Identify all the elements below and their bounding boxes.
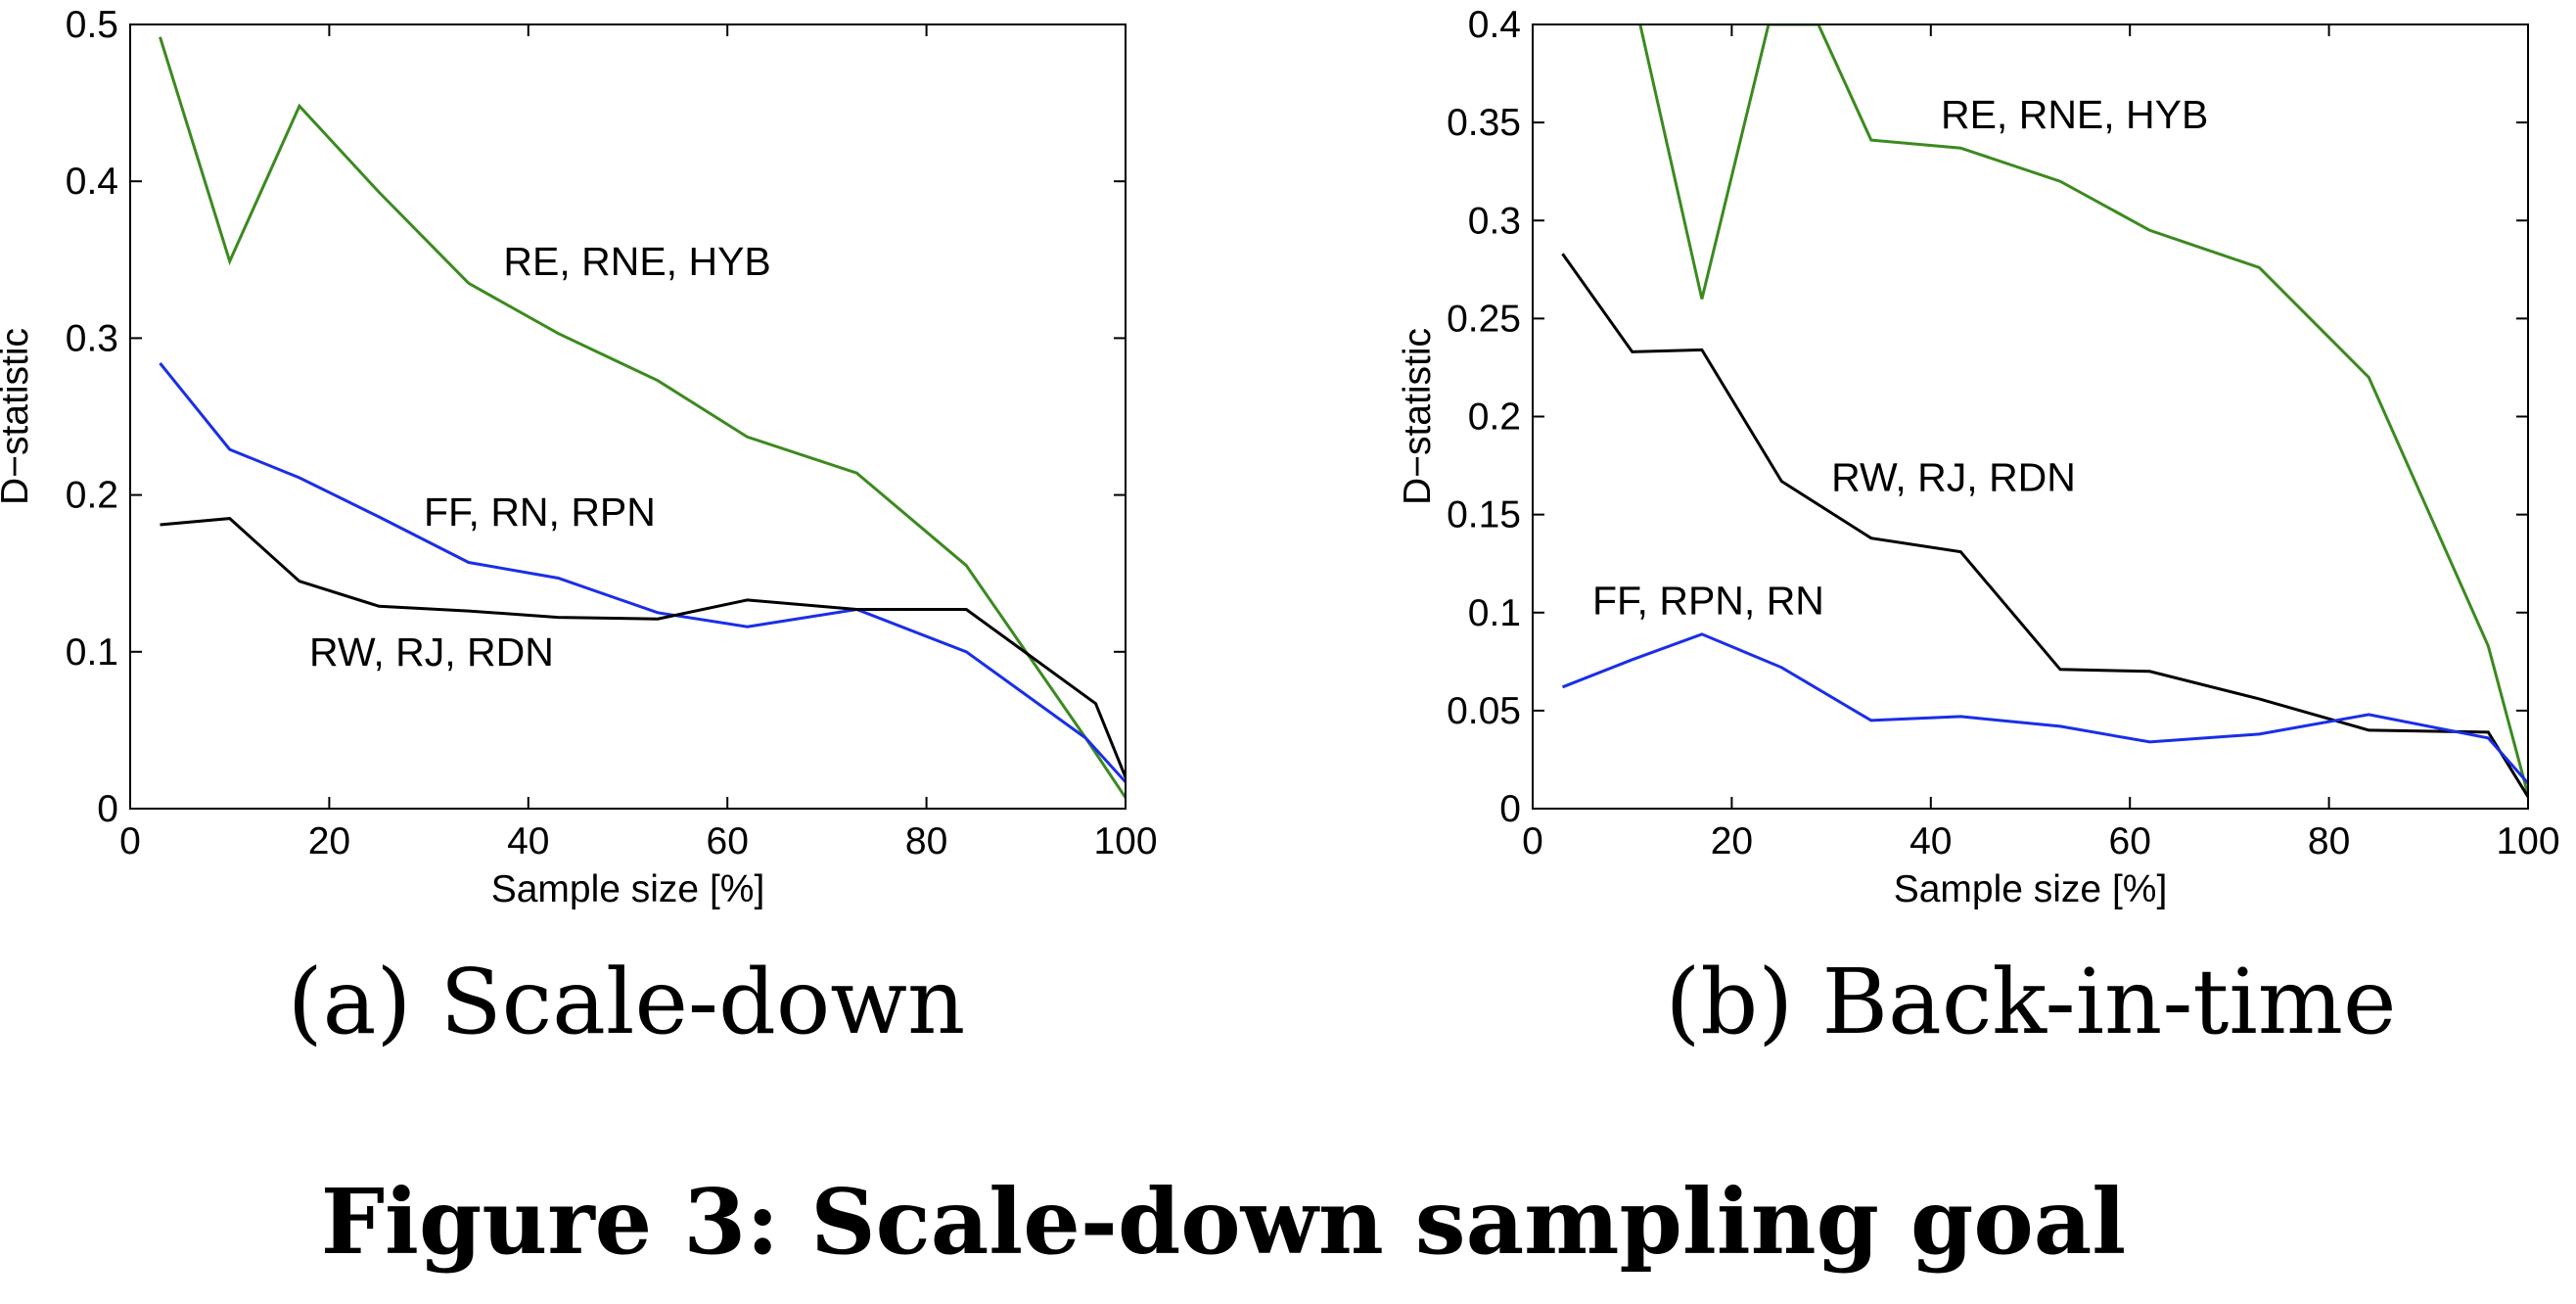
y-axis-label: D−statistic (0, 328, 36, 505)
y-tick-label: 0.4 (1468, 4, 1521, 46)
y-tick-label: 0.5 (66, 4, 118, 46)
series-annotation: RW, RJ, RDN (1831, 455, 2076, 500)
series-line-black (1561, 253, 2528, 798)
series-annotation: FF, RPN, RN (1592, 579, 1824, 624)
tick-layer: 0 20 40 60 80 100 0 0.05 0.1 0.15 0.2 0.25 0.3 0.35 0.… (1447, 4, 2559, 862)
chart-scale-down: 0 20 40 60 80 100 0 0.1 0.2 0.3 0.4 0.5 RE, RNE, HY… (0, 4, 1158, 1054)
series-annotation: RE, RNE, HYB (503, 239, 770, 284)
axes-frame (129, 23, 1127, 810)
subplot-caption: (b) Back-in-time (1666, 950, 2397, 1054)
y-axis-label: D−statistic (1397, 328, 1439, 505)
x-axis-label: Sample size [%] (491, 868, 765, 910)
y-tick-label: 0.15 (1447, 494, 1521, 536)
series-line-black (160, 517, 1126, 778)
y-tick-label: 0 (1499, 788, 1521, 830)
y-tick-label: 0.4 (66, 161, 118, 203)
x-tick-label: 100 (1093, 820, 1157, 862)
annotation-layer: RE, RNE, HYB FF, RN, RPN RW, RJ, RDN (309, 239, 771, 675)
x-tick-label: 60 (2109, 820, 2151, 862)
x-tick-label: 20 (308, 820, 350, 862)
tick-layer: 0 20 40 60 80 100 0 0.1 0.2 0.3 0.4 0.5 (66, 4, 1158, 862)
y-tick-label: 0.05 (1447, 690, 1521, 732)
series-line-green (1638, 24, 2528, 796)
y-tick-label: 0.25 (1447, 298, 1521, 340)
y-tick-label: 0.1 (66, 631, 118, 674)
annotation-layer: RE, RNE, HYB RW, RJ, RDN FF, RPN, RN (1592, 92, 2208, 624)
axes-frame (1532, 23, 2529, 810)
series-line-blue (1561, 632, 2528, 784)
figure-caption: Figure 3: Scale-down sampling goal (321, 1169, 2127, 1275)
y-tick-label: 0 (97, 788, 118, 830)
x-tick-label: 100 (2496, 820, 2559, 862)
y-tick-label: 0.2 (1468, 396, 1521, 439)
x-tick-label: 40 (507, 820, 549, 862)
y-tick-label: 0.2 (66, 475, 118, 517)
y-tick-label: 0.1 (1468, 592, 1521, 634)
x-tick-label: 60 (707, 820, 749, 862)
series-annotation: RW, RJ, RDN (309, 629, 554, 675)
series-annotation: FF, RN, RPN (424, 489, 656, 535)
y-tick-label: 0.3 (66, 317, 118, 359)
chart-back-in-time: 0 20 40 60 80 100 0 0.05 0.1 0.15 0.2 0.25 0.3 0.35 0.… (1397, 4, 2560, 1054)
x-tick-label: 0 (119, 820, 141, 862)
x-tick-label: 80 (905, 820, 947, 862)
x-tick-label: 80 (2308, 820, 2350, 862)
series-annotation: RE, RNE, HYB (1941, 92, 2208, 137)
series-line-green (159, 36, 1126, 799)
x-tick-label: 40 (1909, 820, 1952, 862)
y-tick-label: 0.3 (1468, 200, 1521, 242)
x-tick-label: 0 (1522, 820, 1543, 862)
subplot-caption: (a) Scale-down (288, 950, 966, 1054)
x-tick-label: 20 (1711, 820, 1753, 862)
series-layer (159, 36, 1126, 799)
x-axis-label: Sample size [%] (1894, 868, 2168, 910)
series-line-blue (159, 362, 1126, 783)
series-layer (1561, 24, 2528, 798)
y-tick-label: 0.35 (1447, 102, 1521, 144)
